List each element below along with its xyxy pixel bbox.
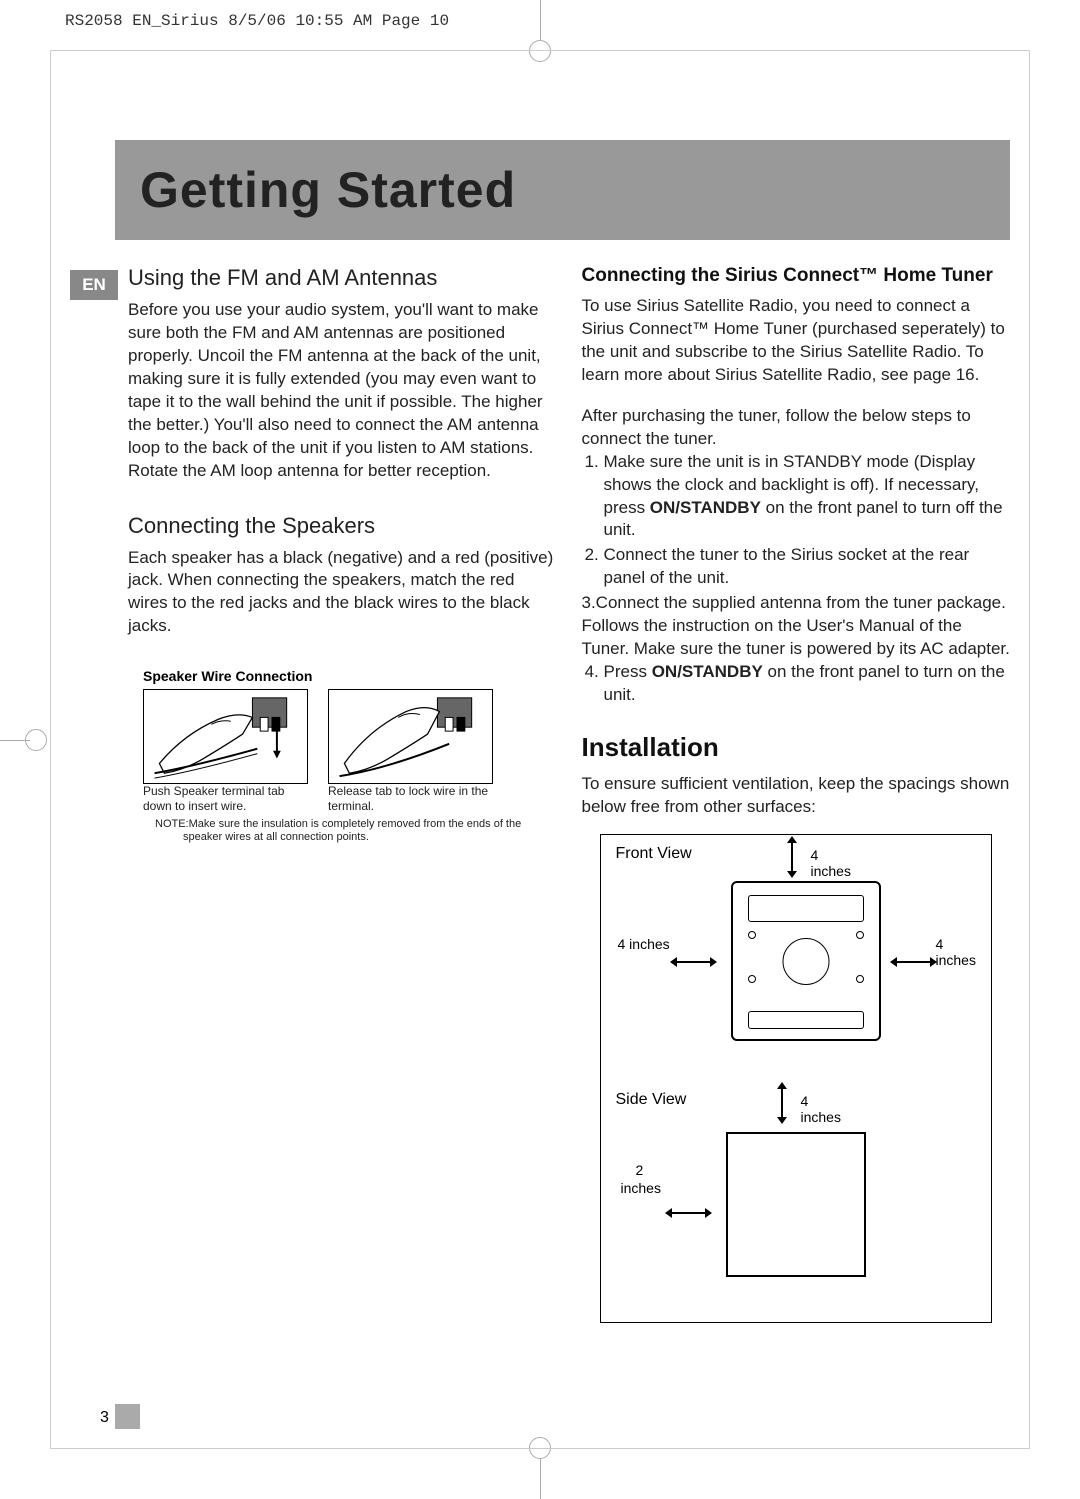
spacing-side-left-1: 2 [636, 1162, 644, 1178]
page-title: Getting Started [140, 161, 516, 219]
arrow-side-up-icon [781, 1088, 783, 1118]
language-badge: EN [70, 270, 118, 300]
insulation-note: NOTE:Make sure the insulation is complet… [183, 818, 557, 844]
ventilation-diagram-box: Front View 4 inches 4 inches [600, 834, 993, 1323]
spacing-left: 4 inches [618, 936, 670, 952]
sirius-body-2: After purchasing the tuner, follow the b… [582, 405, 1011, 451]
arrow-right-icon [896, 961, 931, 963]
arrow-left-icon [676, 961, 711, 963]
step-3: 3.Connect the supplied antenna from the … [582, 592, 1011, 661]
speakers-heading: Connecting the Speakers [128, 513, 557, 539]
spacing-side-left-2: inches [621, 1180, 661, 1196]
side-view-diagram: 2 inches [616, 1117, 977, 1307]
device-front-icon [731, 881, 881, 1041]
connect-steps-2: Press ON/STANDBY on the front panel to t… [604, 661, 1011, 707]
connect-steps: Make sure the unit is in STANDBY mode (D… [604, 451, 1011, 591]
front-view-diagram: 4 inches 4 inches [616, 871, 977, 1071]
hand-push-icon [144, 690, 307, 783]
sirius-body-1: To use Sirius Satellite Radio, you need … [582, 295, 1011, 387]
step-1: Make sure the unit is in STANDBY mode (D… [604, 451, 1011, 543]
spacing-right: 4 inches [936, 936, 977, 968]
right-column: Connecting the Sirius Connect™ Home Tune… [582, 265, 1011, 1323]
antenna-body: Before you use your audio system, you'll… [128, 299, 557, 483]
antenna-heading: Using the FM and AM Antennas [128, 265, 557, 291]
print-meta-header: RS2058 EN_Sirius 8/5/06 10:55 AM Page 10 [65, 12, 449, 30]
step-4: Press ON/STANDBY on the front panel to t… [604, 661, 1011, 707]
page-number-box [115, 1404, 140, 1429]
side-view-label: Side View [616, 1091, 731, 1109]
page-number: 3 [100, 1409, 109, 1427]
sirius-heading: Connecting the Sirius Connect™ Home Tune… [582, 265, 1011, 287]
arrow-up-icon [791, 842, 793, 872]
step-2: Connect the tuner to the Sirius socket a… [604, 544, 1011, 590]
diagram-2-caption: Release tab to lock wire in the terminal… [328, 784, 493, 813]
speaker-diagram-1: Push Speaker terminal tab down to insert… [143, 689, 308, 813]
diagram-1-caption: Push Speaker terminal tab down to insert… [143, 784, 308, 813]
front-view-label: Front View [616, 845, 731, 863]
speaker-diagram-title: Speaker Wire Connection [143, 668, 557, 684]
arrow-side-left-icon [671, 1212, 706, 1214]
left-column: Using the FM and AM Antennas Before you … [128, 265, 557, 1323]
hand-release-icon [329, 690, 492, 783]
speaker-diagram-2: Release tab to lock wire in the terminal… [328, 689, 493, 813]
installation-heading: Installation [582, 732, 1011, 763]
speakers-body: Each speaker has a black (negative) and … [128, 547, 557, 639]
device-side-icon [726, 1132, 866, 1277]
title-bar: Getting Started [115, 140, 1010, 240]
installation-body: To ensure sufficient ventilation, keep t… [582, 773, 1011, 819]
